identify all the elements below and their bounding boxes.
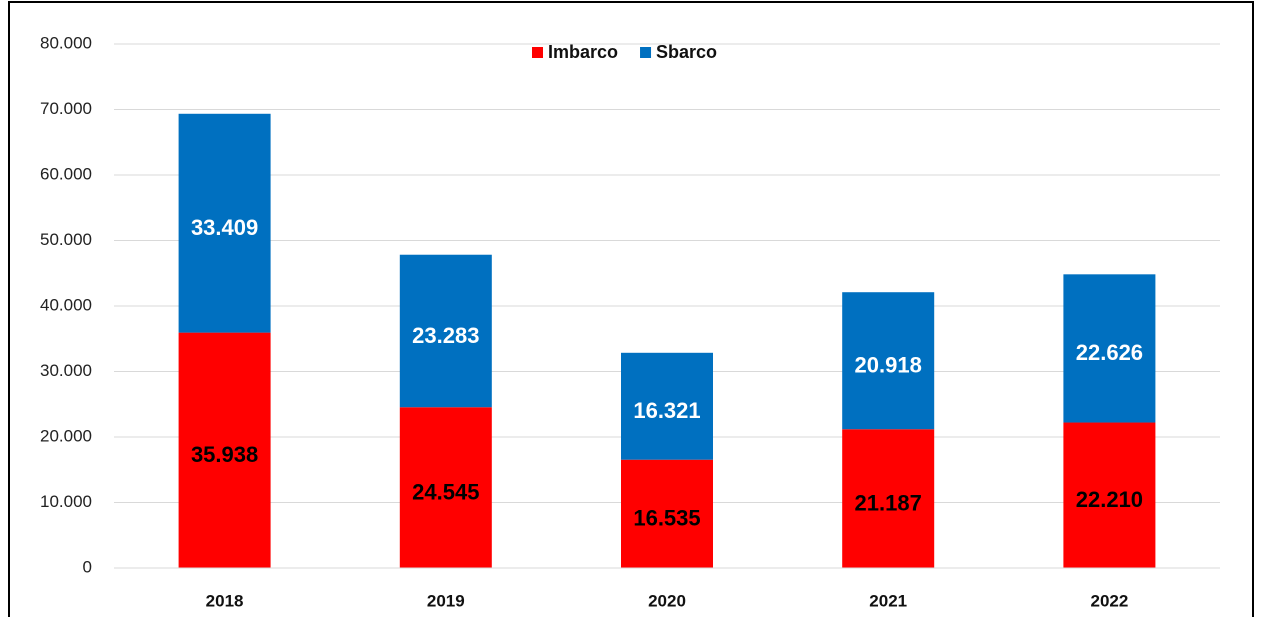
value-label: 24.545	[412, 479, 479, 504]
y-tick-label: 40.000	[40, 295, 92, 314]
y-tick-label: 0	[83, 557, 92, 576]
bar-segment	[1063, 422, 1156, 568]
value-label: 23.283	[412, 323, 479, 348]
value-label: 21.187	[855, 490, 922, 515]
y-tick-label: 70.000	[40, 99, 92, 118]
y-tick-label: 20.000	[40, 426, 92, 445]
value-label: 16.321	[633, 398, 700, 423]
y-tick-label: 60.000	[40, 164, 92, 183]
y-tick-label: 30.000	[40, 361, 92, 380]
frame	[8, 1, 1254, 617]
bar-segment	[621, 459, 713, 568]
bar-segment	[621, 352, 713, 460]
value-label: 20.918	[855, 353, 922, 378]
x-tick-label: 2020	[648, 591, 686, 610]
bar-segment	[399, 254, 492, 408]
y-tick-label: 10.000	[40, 492, 92, 511]
value-label: 16.535	[633, 506, 700, 531]
x-tick-label: 2018	[206, 591, 244, 610]
bar-segment	[178, 332, 271, 568]
legend-label: Sbarco	[656, 42, 717, 62]
bar-segment	[1063, 274, 1156, 423]
y-tick-label: 50.000	[40, 230, 92, 249]
x-tick-label: 2022	[1090, 591, 1128, 610]
legend-swatch	[640, 47, 652, 58]
bar-segment	[842, 292, 935, 430]
bar-segment	[399, 407, 492, 568]
x-tick-label: 2021	[869, 591, 907, 610]
x-tick-label: 2019	[427, 591, 465, 610]
value-label: 33.409	[191, 215, 258, 240]
value-label: 22.626	[1076, 340, 1143, 365]
bar-segment	[178, 113, 271, 333]
legend-label: Imbarco	[548, 42, 618, 62]
legend-swatch	[532, 47, 543, 58]
bar-segment	[842, 429, 935, 568]
value-label: 35.938	[191, 442, 258, 467]
y-tick-label: 80.000	[40, 33, 92, 52]
value-label: 22.210	[1076, 487, 1143, 512]
